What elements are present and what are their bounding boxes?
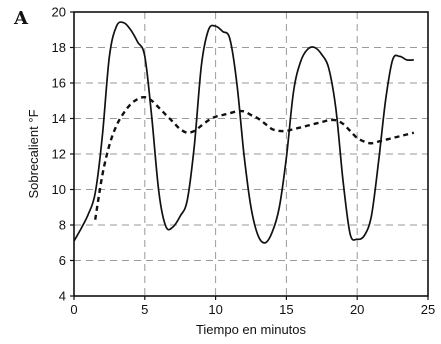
y-tick-label: 14 xyxy=(52,111,66,126)
x-tick-label: 0 xyxy=(70,302,77,317)
panel-label: A xyxy=(13,8,29,29)
x-tick-label: 5 xyxy=(141,302,148,317)
y-tick-label: 8 xyxy=(59,218,66,233)
x-tick-label: 15 xyxy=(279,302,293,317)
y-tick-label: 16 xyxy=(52,76,66,91)
y-tick-label: 12 xyxy=(52,147,66,162)
y-axis-label: Sobrecalient °F xyxy=(26,109,41,198)
y-tick-label: 6 xyxy=(59,253,66,268)
series-line-dashed xyxy=(94,95,415,220)
y-tick-label: 18 xyxy=(52,40,66,55)
series-layer xyxy=(73,21,415,244)
x-tick-label: 25 xyxy=(421,302,435,317)
x-axis-label: Tiempo en minutos xyxy=(196,322,307,337)
x-tick-label: 20 xyxy=(350,302,364,317)
y-tick-label: 10 xyxy=(52,182,66,197)
x-tick-label: 10 xyxy=(208,302,222,317)
series-line-solid xyxy=(73,21,414,244)
tick-labels: 0 5 10 15 20 25 4 6 8 10 12 14 16 18 20 xyxy=(52,5,436,318)
y-tick-label: 4 xyxy=(59,289,66,304)
y-tick-label: 20 xyxy=(52,5,66,20)
